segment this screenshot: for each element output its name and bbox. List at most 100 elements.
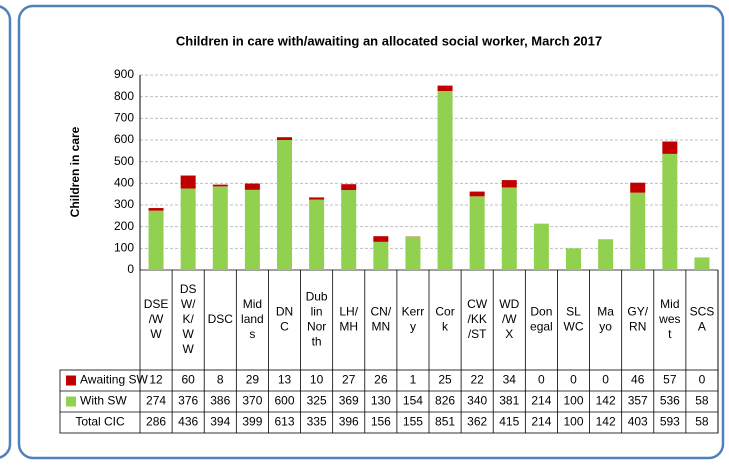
x-tick-label: Cor k [435, 305, 454, 334]
table-value: 27 [342, 373, 356, 387]
legend-label: With SW [80, 394, 127, 408]
legend-key [66, 396, 76, 407]
y-tick-label: 800 [114, 89, 134, 103]
table-value: 57 [663, 373, 677, 387]
bar-segment [533, 223, 549, 270]
x-tick-label: WD/W X [499, 297, 519, 341]
table-value: 0 [538, 373, 545, 387]
bar-segment [277, 140, 292, 270]
bar-segment [212, 186, 228, 270]
table-value: 155 [403, 415, 423, 429]
x-tick-label: Kerr y [402, 305, 425, 334]
table-value: 25 [438, 373, 452, 387]
table-value: 0 [602, 373, 609, 387]
table-value: 100 [563, 394, 583, 408]
x-tick-label: DSC [208, 312, 234, 326]
panel [17, 4, 725, 460]
y-tick-label: 900 [114, 67, 134, 81]
bar-segment [277, 137, 292, 140]
bar-segment [309, 199, 325, 270]
table-value: 396 [339, 415, 359, 429]
table-value: 214 [531, 415, 551, 429]
table-value: 29 [246, 373, 260, 387]
x-tick-label: Ma yo [597, 305, 614, 334]
bar-segment [662, 153, 678, 270]
bar-segment [598, 239, 614, 270]
y-tick-label: 0 [127, 262, 134, 276]
x-tick-label: LH/MH [339, 305, 358, 334]
x-tick-label: DSE/W W [144, 297, 169, 341]
bar-segment [212, 184, 228, 187]
x-tick-label: Don egal [530, 305, 553, 334]
table-value: 369 [339, 394, 359, 408]
table-value: 142 [596, 415, 616, 429]
y-tick-label: 100 [114, 241, 134, 255]
bar-segment [341, 184, 357, 191]
table-value: 357 [628, 394, 648, 408]
table-value: 325 [307, 394, 327, 408]
y-tick-label: 700 [114, 111, 134, 125]
y-tick-label: 400 [114, 176, 134, 190]
bar-segment [469, 191, 485, 197]
bar-segment [180, 175, 196, 189]
table-value: 370 [242, 394, 262, 408]
x-tick-label: SL WC [564, 305, 584, 334]
x-tick-label: Mid land s [241, 297, 264, 341]
bar-segment [437, 85, 453, 92]
table-value: 415 [499, 415, 519, 429]
table-value: 0 [570, 373, 577, 387]
bar-segment [405, 236, 421, 270]
bar-segment [630, 192, 646, 270]
bar-segment [148, 210, 164, 270]
bar-segment [437, 91, 453, 271]
table-value: 12 [149, 373, 163, 387]
table-value: 100 [563, 415, 583, 429]
bar-segment [244, 183, 260, 190]
x-tick-label: DN C [276, 305, 293, 334]
table-value: 26 [374, 373, 388, 387]
bar-segment [244, 189, 260, 270]
table-value: 381 [499, 394, 519, 408]
bar-segment [309, 197, 325, 200]
table-value: 436 [178, 415, 198, 429]
table-value: 130 [371, 394, 391, 408]
row-label: Total CIC [75, 415, 125, 429]
y-tick-label: 500 [114, 154, 134, 168]
x-tick-label: DS W/K/W W [180, 282, 197, 356]
table-value: 593 [660, 415, 680, 429]
table-value: 394 [210, 415, 230, 429]
table-value: 286 [146, 415, 166, 429]
table-value: 34 [503, 373, 517, 387]
table-value: 13 [278, 373, 292, 387]
bar-segment [501, 187, 517, 270]
bar-segment [341, 190, 357, 270]
y-tick-label: 600 [114, 132, 134, 146]
table-value: 8 [217, 373, 224, 387]
table-value: 386 [210, 394, 230, 408]
bar-segment [180, 188, 196, 270]
legend-label: Awaiting SW [80, 373, 148, 387]
x-tick-label: Mid wes t [658, 297, 680, 341]
table-value: 335 [307, 415, 327, 429]
y-tick-label: 300 [114, 197, 134, 211]
chart-title: Children in care with/awaiting an alloca… [176, 33, 602, 48]
y-tick-label: 200 [114, 219, 134, 233]
bar-segment [694, 257, 710, 270]
legend-key [66, 375, 76, 386]
x-tick-label: CW/KK/ST [467, 297, 488, 341]
left-panel [0, 5, 12, 459]
bar-segment [630, 182, 646, 193]
table-value: 10 [310, 373, 324, 387]
table-value: 142 [596, 394, 616, 408]
table-value: 22 [470, 373, 484, 387]
table-value: 46 [631, 373, 645, 387]
bar-segment [566, 248, 581, 270]
x-tick-label: CN/MN [370, 305, 391, 334]
x-tick-label: GY/RN [627, 305, 648, 334]
table-value: 156 [371, 415, 391, 429]
table-value: 376 [178, 394, 198, 408]
table-value: 362 [467, 415, 487, 429]
table-value: 536 [660, 394, 680, 408]
table-value: 340 [467, 394, 487, 408]
table-value: 60 [181, 373, 195, 387]
